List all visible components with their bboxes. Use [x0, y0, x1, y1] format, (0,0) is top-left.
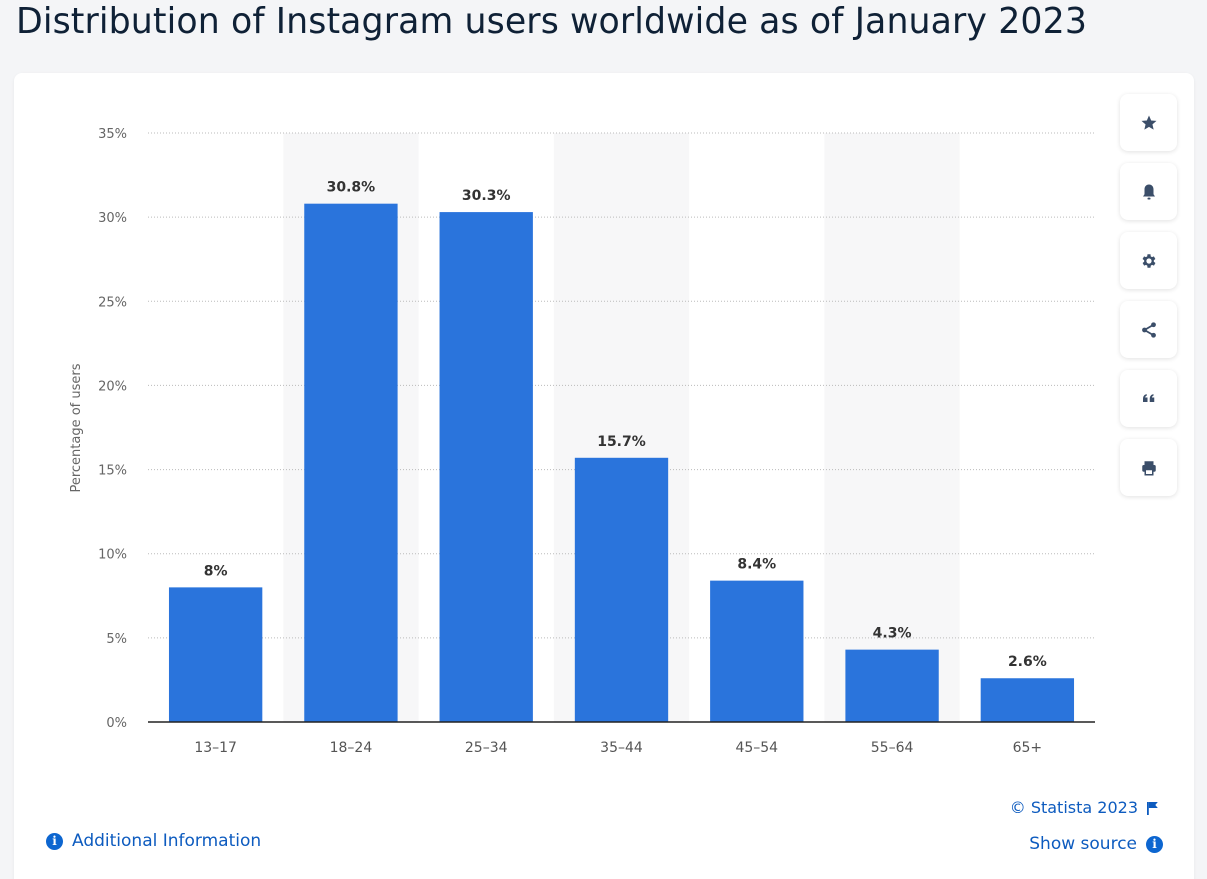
y-tick-label: 5% — [106, 632, 127, 647]
data-label: 30.8% — [327, 180, 376, 196]
show-source-label: Show source — [1029, 834, 1137, 854]
y-axis-ticks: 0% 5% 10% 15% 20% 25% 30% 35% — [98, 127, 127, 731]
star-icon — [1141, 115, 1156, 130]
flag-icon — [1147, 801, 1158, 815]
y-tick-label: 25% — [98, 295, 127, 310]
x-tick-label: 25–34 — [465, 740, 508, 756]
y-tick-label: 35% — [98, 127, 127, 142]
gridlines — [148, 132, 1095, 639]
bars — [168, 203, 1075, 722]
printer-icon — [1141, 460, 1156, 475]
category-band — [824, 133, 960, 722]
favorite-button[interactable] — [1120, 94, 1177, 151]
y-tick-label: 30% — [98, 211, 127, 226]
data-label: 30.3% — [462, 188, 511, 204]
bar — [710, 580, 804, 722]
copyright-credit[interactable]: © Statista 2023 — [1010, 798, 1159, 817]
info-icon: i — [46, 832, 63, 850]
x-axis-ticks: 13–17 18–24 25–34 35–44 45–54 55–64 65+ — [194, 740, 1042, 756]
y-tick-label: 10% — [98, 548, 127, 563]
x-tick-label: 65+ — [1013, 740, 1043, 756]
x-tick-label: 45–54 — [735, 740, 778, 756]
credit-text: © Statista 2023 — [1009, 798, 1138, 817]
data-label: 8% — [204, 563, 228, 579]
bell-icon — [1142, 184, 1155, 199]
share-icon — [1141, 321, 1156, 338]
y-tick-label: 20% — [98, 379, 127, 394]
bar — [845, 649, 939, 722]
additional-information-label: Additional Information — [72, 831, 262, 851]
page-title: Distribution of Instagram users worldwid… — [16, 1, 1088, 42]
x-tick-label: 13–17 — [194, 740, 237, 756]
x-tick-label: 35–44 — [600, 740, 643, 756]
show-source-link[interactable]: Show source i — [1029, 834, 1163, 854]
bar — [168, 587, 263, 722]
settings-button[interactable] — [1120, 232, 1177, 289]
y-tick-label: 0% — [106, 716, 127, 731]
data-label: 2.6% — [1008, 654, 1047, 670]
share-button[interactable] — [1120, 301, 1177, 358]
data-labels: 8% 30.8% 30.3% 15.7% 8.4% 4.3% 2.6% — [204, 180, 1047, 671]
y-axis-label: Percentage of users — [69, 363, 84, 492]
gear-icon — [1142, 253, 1155, 268]
bar — [439, 212, 533, 722]
data-label: 4.3% — [873, 626, 912, 642]
bar — [304, 203, 398, 722]
print-button[interactable] — [1120, 439, 1177, 496]
cite-button[interactable] — [1120, 370, 1177, 427]
bar — [980, 678, 1075, 722]
x-tick-label: 55–64 — [871, 740, 914, 756]
bar — [574, 457, 669, 722]
data-label: 15.7% — [597, 434, 646, 450]
info-icon: i — [1146, 835, 1163, 853]
x-tick-label: 18–24 — [330, 740, 373, 756]
y-tick-label: 15% — [98, 464, 127, 479]
notification-button[interactable] — [1120, 163, 1177, 220]
additional-information-link[interactable]: i Additional Information — [46, 831, 261, 851]
data-label: 8.4% — [737, 557, 776, 573]
quote-icon — [1142, 393, 1154, 402]
